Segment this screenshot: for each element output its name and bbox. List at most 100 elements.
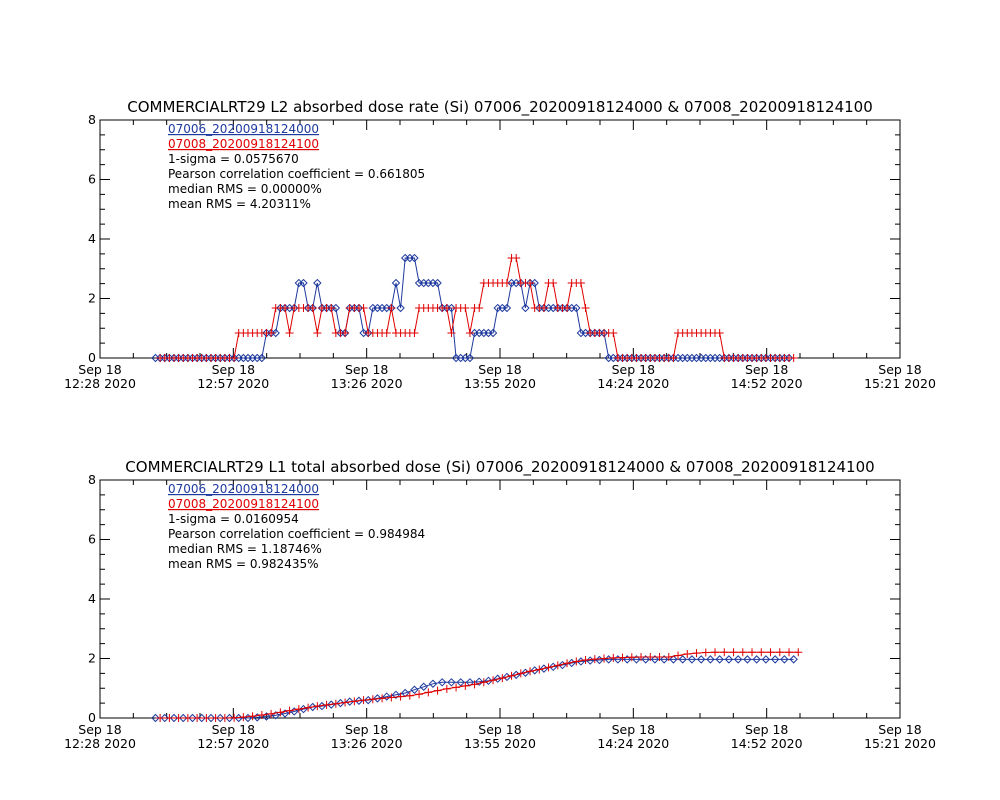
data-point-diamond: [696, 655, 706, 664]
data-point-plus: [174, 714, 183, 722]
x-tick-label: Sep 18: [478, 722, 521, 737]
data-point-diamond: [780, 655, 789, 664]
data-point-plus: [156, 714, 165, 722]
data-point-plus: [563, 659, 572, 668]
data-point-plus: [539, 304, 548, 313]
data-point-diamond: [650, 655, 660, 664]
chart-1: COMMERCIALRT29 L2 absorbed dose rate (Si…: [64, 98, 936, 391]
data-point-plus: [475, 304, 484, 313]
data-point-plus: [502, 279, 511, 288]
data-point-plus: [563, 304, 572, 313]
data-point-plus: [211, 714, 220, 722]
data-point-plus: [512, 254, 521, 263]
data-point-plus: [669, 354, 678, 362]
x-tick-label: 12:28 2020: [64, 736, 136, 751]
x-tick-label: Sep 18: [212, 362, 255, 377]
x-tick-label: 15:21 2020: [864, 736, 936, 751]
data-point-plus: [415, 690, 424, 699]
data-point-plus: [748, 648, 757, 657]
data-point-diamond: [391, 278, 401, 288]
stats-annotation: Pearson correlation coefficient = 0.9849…: [168, 527, 425, 541]
x-tick-label: Sep 18: [478, 362, 521, 377]
data-point-plus: [461, 681, 470, 690]
data-point-plus: [618, 653, 627, 662]
data-point-plus: [410, 329, 419, 338]
data-point-plus: [683, 650, 692, 659]
data-point-plus: [267, 329, 276, 338]
data-point-plus: [447, 329, 456, 338]
data-point-diamond: [216, 713, 225, 723]
data-point-diamond: [447, 678, 456, 687]
data-point-plus: [674, 651, 683, 660]
data-point-diamond: [188, 713, 197, 723]
data-point-diamond: [632, 655, 641, 664]
data-point-plus: [294, 705, 303, 714]
data-point-diamond: [465, 353, 475, 363]
data-point-plus: [313, 329, 322, 338]
data-point-diamond: [169, 713, 179, 723]
data-point-diamond: [789, 655, 798, 664]
x-tick-label: 13:55 2020: [464, 736, 536, 751]
data-point-diamond: [659, 655, 669, 664]
data-point-plus: [581, 655, 590, 664]
data-point-plus: [637, 653, 646, 662]
stats-annotation: median RMS = 1.18746%: [168, 542, 322, 556]
data-point-plus: [572, 657, 581, 666]
x-tick-label: Sep 18: [345, 362, 388, 377]
series-line: [155, 658, 794, 719]
series-line: [160, 651, 799, 719]
data-point-plus: [285, 706, 294, 715]
data-point-plus: [276, 708, 285, 717]
data-point-plus: [461, 304, 470, 313]
data-point-diamond: [410, 253, 419, 263]
data-point-diamond: [521, 303, 530, 313]
data-point-plus: [711, 648, 720, 657]
y-tick-label: 8: [88, 112, 96, 127]
data-point-plus: [165, 714, 174, 722]
data-point-plus: [729, 648, 738, 657]
data-point-diamond: [396, 303, 405, 313]
x-tick-label: 15:21 2020: [864, 376, 936, 391]
data-point-diamond: [410, 685, 419, 694]
data-point-diamond: [419, 682, 428, 691]
data-point-plus: [498, 674, 507, 683]
y-tick-label: 0: [88, 350, 96, 365]
data-point-plus: [553, 661, 562, 670]
y-tick-label: 2: [88, 651, 96, 666]
data-point-plus: [396, 692, 405, 701]
data-point-plus: [257, 711, 266, 720]
data-point-plus: [327, 304, 336, 313]
data-point-plus: [489, 676, 498, 685]
data-point-diamond: [437, 678, 447, 687]
data-point-diamond: [225, 713, 234, 723]
data-point-diamond: [493, 674, 502, 683]
data-point-plus: [465, 329, 474, 338]
data-point-plus: [368, 695, 377, 704]
data-point-plus: [581, 304, 590, 313]
x-tick-label: 14:52 2020: [731, 376, 803, 391]
data-point-plus: [609, 329, 618, 338]
x-tick-label: 14:24 2020: [597, 736, 669, 751]
data-point-plus: [701, 648, 710, 657]
data-point-plus: [507, 671, 516, 680]
data-point-diamond: [488, 328, 498, 338]
data-point-diamond: [761, 655, 771, 664]
data-point-plus: [526, 279, 535, 288]
legend-entry: 07008_20200918124100: [168, 137, 319, 151]
data-point-diamond: [345, 697, 354, 706]
data-point-plus: [664, 653, 673, 662]
x-tick-label: 13:55 2020: [464, 376, 536, 391]
data-point-diamond: [299, 278, 308, 288]
x-tick-label: Sep 18: [345, 722, 388, 737]
data-point-plus: [424, 688, 433, 697]
data-point-diamond: [391, 690, 401, 700]
data-point-plus: [193, 714, 202, 722]
data-point-plus: [280, 304, 289, 313]
chart-title: COMMERCIALRT29 L1 total absorbed dose (S…: [125, 458, 874, 477]
data-point-plus: [479, 678, 488, 687]
data-point-plus: [692, 649, 701, 658]
data-point-diamond: [447, 303, 456, 313]
data-point-diamond: [382, 692, 391, 701]
data-point-diamond: [206, 713, 216, 723]
